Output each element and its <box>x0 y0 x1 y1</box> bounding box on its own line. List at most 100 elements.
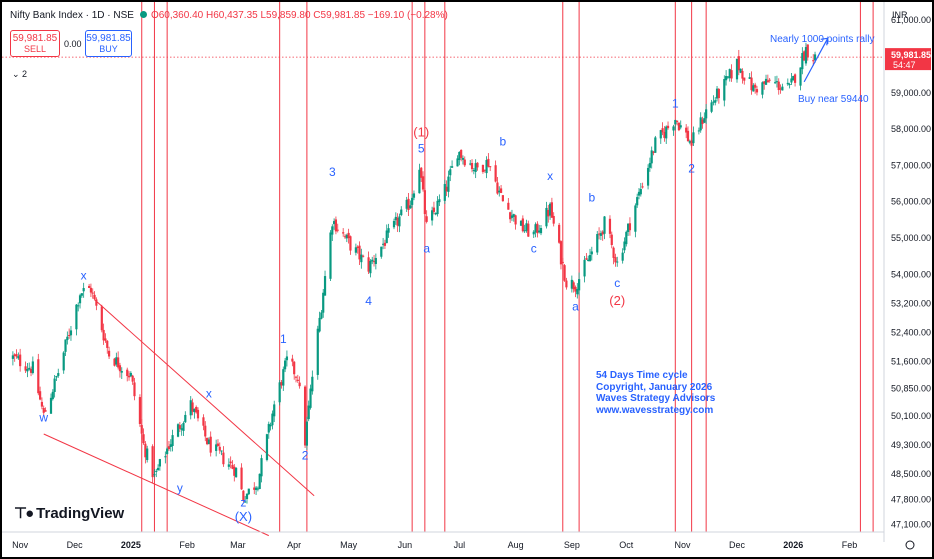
candle-body <box>793 74 797 83</box>
candle-body <box>158 459 161 467</box>
candle-body <box>625 231 628 245</box>
candle-body <box>432 207 436 212</box>
candle-body <box>804 47 808 64</box>
candle-body <box>64 339 67 352</box>
candle-body <box>296 379 299 381</box>
candle-body <box>180 428 183 430</box>
candle-body <box>674 119 677 125</box>
candle-body <box>293 361 296 375</box>
candle-body <box>323 276 327 296</box>
candle-body <box>392 220 396 228</box>
candle-body <box>40 401 44 407</box>
candle-body <box>739 68 742 73</box>
candle-body <box>333 221 336 225</box>
symbol-title[interactable]: Nifty Bank Index · 1D · NSE <box>10 10 134 21</box>
candle-body <box>534 224 537 233</box>
candle-body <box>265 434 269 460</box>
candle-body <box>19 354 22 367</box>
candle-body <box>558 224 561 243</box>
sell-label: SELL <box>23 44 47 54</box>
candle-body <box>193 408 196 413</box>
candle-body <box>646 167 650 186</box>
candle-body <box>634 205 637 232</box>
candle-body <box>127 375 131 378</box>
candle-body <box>42 408 45 413</box>
candle-body <box>13 354 16 357</box>
candle-body <box>639 189 642 195</box>
wave-label: 4 <box>365 294 372 308</box>
candle-body <box>78 295 82 304</box>
candle-body <box>267 423 270 433</box>
wave-label: a <box>423 241 430 255</box>
candle-body <box>118 365 122 372</box>
candle-body <box>510 215 514 218</box>
candle-body <box>347 232 350 239</box>
candle-body <box>499 188 503 193</box>
candle-body <box>144 443 147 458</box>
candle-body <box>342 232 345 234</box>
candle-body <box>280 382 283 386</box>
candle-body <box>539 227 543 234</box>
candle-body <box>690 140 693 146</box>
candle-body <box>247 488 250 495</box>
candle-body <box>764 78 768 85</box>
rally-arrow <box>803 38 829 83</box>
candle-body <box>512 214 515 217</box>
candle-body <box>394 216 397 221</box>
candle-body <box>597 233 601 235</box>
tradingview-logo[interactable]: ⊤● TradingView <box>14 504 124 522</box>
copyright-line: 54 Days Time cycle <box>596 370 688 381</box>
time-tick-label: Feb <box>179 540 195 550</box>
candle-body <box>572 282 575 290</box>
candle-body <box>298 382 301 387</box>
candle-body <box>447 176 450 192</box>
candle-body <box>735 58 739 80</box>
time-tick-label: Jul <box>454 540 466 550</box>
candle-body <box>146 448 149 461</box>
price-tick-label: 50,850.00 <box>891 384 931 394</box>
price-tick-label: 49,300.00 <box>891 440 931 450</box>
candle-body <box>726 76 730 78</box>
candle-body <box>550 202 553 218</box>
sell-button[interactable]: 59,981.85 SELL <box>10 30 60 57</box>
price-tick-label: 57,000.00 <box>891 160 931 170</box>
candle-body <box>792 76 795 81</box>
candle-body <box>62 352 65 371</box>
candle-body <box>616 261 619 263</box>
candle-body <box>343 236 347 238</box>
indicators-toggle[interactable]: ⌄ 2 <box>12 69 28 79</box>
candle-body <box>599 233 602 236</box>
candle-body <box>659 130 662 139</box>
candle-body <box>425 216 428 222</box>
candle-body <box>450 166 454 168</box>
candle-body <box>216 443 220 446</box>
candle-body <box>532 231 535 235</box>
buy-button[interactable]: 59,981.85 BUY <box>85 30 132 57</box>
candle-body <box>75 304 78 330</box>
candle-body <box>53 378 56 392</box>
candle-body <box>227 464 230 467</box>
candle-body <box>463 159 466 166</box>
candle-body <box>284 360 287 370</box>
candle-body <box>521 218 524 232</box>
candle-body <box>322 292 325 313</box>
candle-body <box>701 119 704 125</box>
candle-body <box>663 131 666 138</box>
time-tick-label: 2025 <box>121 540 141 550</box>
candle-body <box>612 247 615 258</box>
candle-body <box>449 169 452 176</box>
candle-body <box>49 397 53 414</box>
candle-body <box>106 340 109 348</box>
candle-body <box>565 280 568 288</box>
candle-body <box>443 183 446 201</box>
candle-body <box>151 446 154 478</box>
candle-body <box>271 413 274 426</box>
candle-body <box>202 417 205 426</box>
candle-body <box>155 470 158 472</box>
candle-body <box>354 247 357 253</box>
candle-body <box>55 375 58 378</box>
candle-body <box>207 439 210 445</box>
candle-body <box>576 288 579 295</box>
price-tick-label: 47,800.00 <box>891 494 931 504</box>
